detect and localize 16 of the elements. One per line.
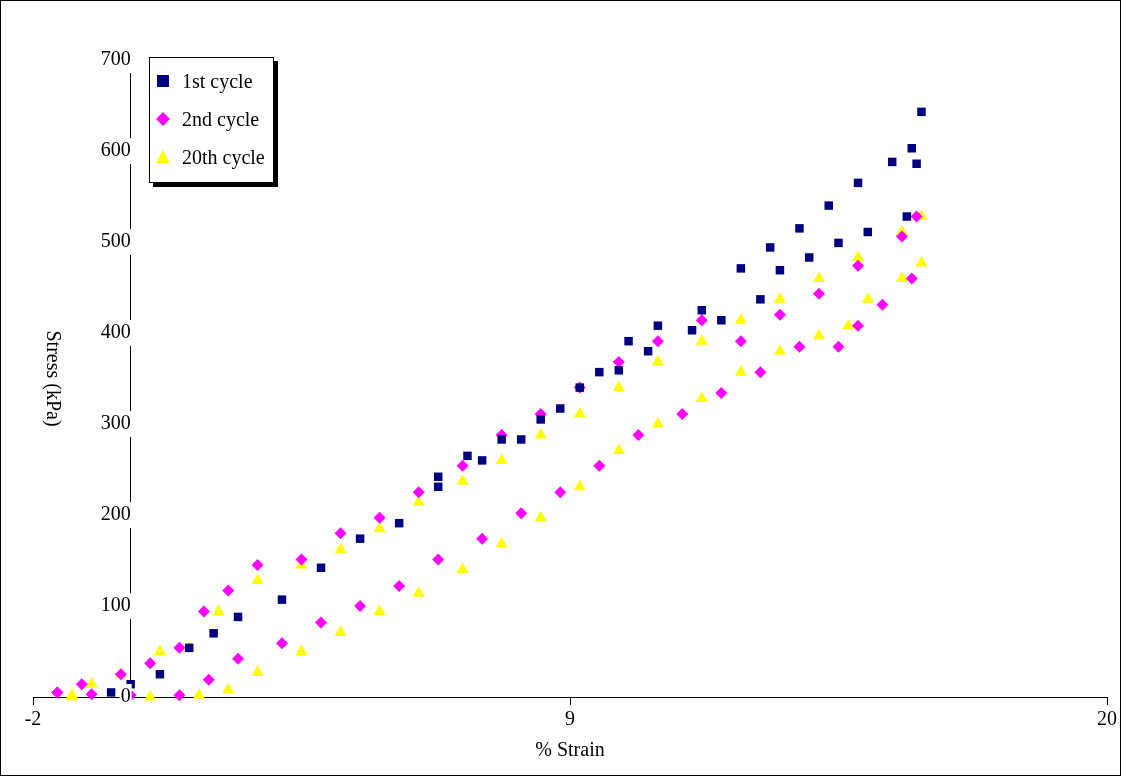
y-tick-label: 0 — [120, 684, 131, 707]
y-tick-label: 700 — [100, 47, 131, 70]
legend-label: 2nd cycle — [182, 107, 260, 131]
y-tick-label: 200 — [100, 502, 131, 525]
legend-label: 1st cycle — [182, 69, 253, 93]
y-tick-label: 400 — [100, 320, 131, 343]
x-axis-title: % Strain — [535, 738, 605, 761]
legend-label: 20th cycle — [182, 145, 265, 169]
y-tick-label: 100 — [100, 593, 131, 616]
y-tick-label: 500 — [100, 229, 131, 252]
y-tick-label: 300 — [100, 411, 131, 434]
y-tick-label: 600 — [100, 138, 131, 161]
x-tick-label: -2 — [24, 707, 42, 730]
y-axis-title: Stress (kPa) — [42, 330, 66, 427]
x-tick-label: 20 — [1097, 707, 1117, 730]
x-tick-label: 9 — [565, 707, 575, 730]
